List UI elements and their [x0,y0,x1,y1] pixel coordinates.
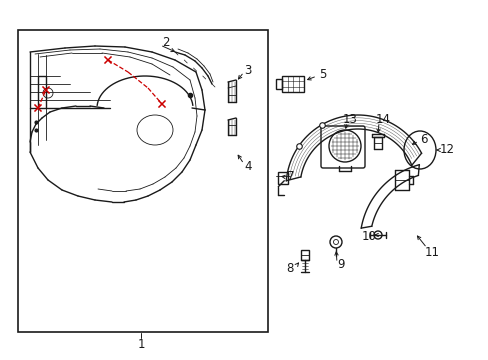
Text: 9: 9 [336,258,344,271]
Text: 10: 10 [361,230,376,243]
Text: 8: 8 [286,261,293,274]
Text: 7: 7 [286,171,294,184]
Text: 6: 6 [419,134,427,147]
Text: 5: 5 [318,68,325,81]
Bar [18,30,267,332]
Text: 11: 11 [424,246,439,258]
Text: 2: 2 [162,36,169,49]
Text: 3: 3 [244,63,251,77]
Text: 13: 13 [342,113,357,126]
Text: 12: 12 [439,144,454,157]
Text: 14: 14 [375,113,390,126]
Text: 4: 4 [244,161,251,174]
Text: 1: 1 [137,338,144,351]
